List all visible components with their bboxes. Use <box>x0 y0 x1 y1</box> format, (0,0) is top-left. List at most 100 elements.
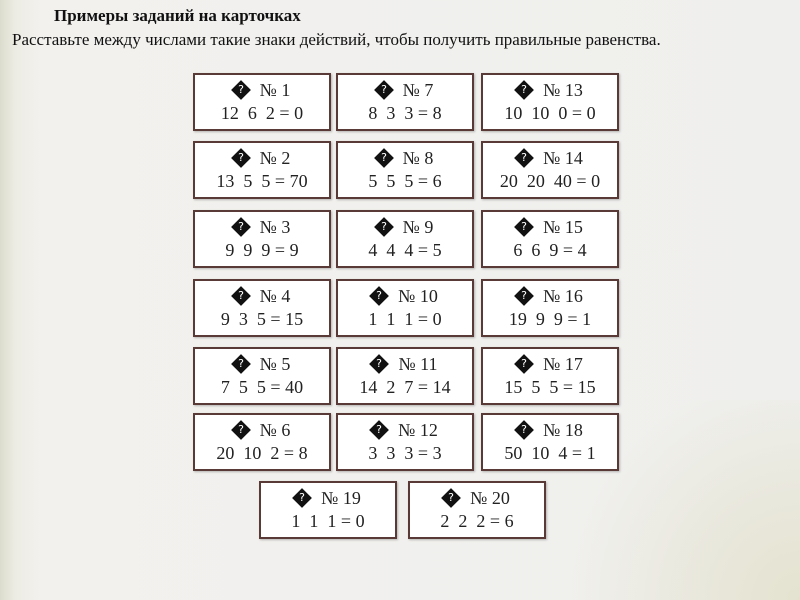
task-card: ? № 15 6 6 9 = 4 <box>481 210 619 268</box>
page-title: Примеры заданий на карточках <box>54 6 301 26</box>
question-mark: ? <box>372 357 386 371</box>
question-mark: ? <box>517 357 531 371</box>
question-diamond-icon: ? <box>231 217 251 237</box>
card-expression: 14 2 7 = 14 <box>359 377 450 397</box>
card-expression: 20 10 2 = 8 <box>216 443 307 463</box>
question-mark: ? <box>377 151 391 165</box>
task-card: ? № 5 7 5 5 = 40 <box>193 347 331 405</box>
question-mark: ? <box>234 151 248 165</box>
question-diamond-icon: ? <box>370 354 390 374</box>
card-number: № 15 <box>543 217 583 237</box>
card-number: № 4 <box>260 286 291 306</box>
question-diamond-icon: ? <box>374 148 394 168</box>
task-card: ? № 4 9 3 5 = 15 <box>193 279 331 337</box>
card-number: № 10 <box>398 286 438 306</box>
question-mark: ? <box>372 289 386 303</box>
card-number: № 9 <box>403 217 434 237</box>
question-diamond-icon: ? <box>514 217 534 237</box>
task-card: ? № 11 14 2 7 = 14 <box>336 347 474 405</box>
card-expression: 15 5 5 = 15 <box>504 377 595 397</box>
question-diamond-icon: ? <box>231 420 251 440</box>
task-card: ? № 18 50 10 4 = 1 <box>481 413 619 471</box>
card-expression: 19 9 9 = 1 <box>509 309 591 329</box>
card-number: № 18 <box>543 420 583 440</box>
task-card: ? № 2 13 5 5 = 70 <box>193 141 331 199</box>
card-number: № 6 <box>260 420 291 440</box>
question-diamond-icon: ? <box>369 420 389 440</box>
card-expression: 1 1 1 = 0 <box>291 511 364 531</box>
task-card: ? № 20 2 2 2 = 6 <box>408 481 546 539</box>
task-card: ? № 3 9 9 9 = 9 <box>193 210 331 268</box>
card-expression: 20 20 40 = 0 <box>500 171 600 191</box>
card-number: № 7 <box>403 80 434 100</box>
question-diamond-icon: ? <box>369 286 389 306</box>
question-diamond-icon: ? <box>374 80 394 100</box>
card-number: № 12 <box>398 420 438 440</box>
card-expression: 4 4 4 = 5 <box>368 240 441 260</box>
instruction-text: Расставьте между числами такие знаки дей… <box>12 30 661 50</box>
card-expression: 2 2 2 = 6 <box>440 511 513 531</box>
card-number: № 13 <box>543 80 583 100</box>
card-number: № 1 <box>260 80 291 100</box>
question-diamond-icon: ? <box>441 488 461 508</box>
task-card: ? № 8 5 5 5 = 6 <box>336 141 474 199</box>
task-card: ? № 6 20 10 2 = 8 <box>193 413 331 471</box>
card-expression: 1 1 1 = 0 <box>368 309 441 329</box>
card-expression: 12 6 2 = 0 <box>221 103 303 123</box>
question-mark: ? <box>295 491 309 505</box>
card-expression: 9 9 9 = 9 <box>225 240 298 260</box>
card-expression: 8 3 3 = 8 <box>368 103 441 123</box>
question-mark: ? <box>234 357 248 371</box>
card-expression: 9 3 5 = 15 <box>221 309 303 329</box>
card-number: № 20 <box>470 488 510 508</box>
question-mark: ? <box>234 289 248 303</box>
question-mark: ? <box>444 491 458 505</box>
task-card: ? № 13 10 10 0 = 0 <box>481 73 619 131</box>
card-expression: 10 10 0 = 0 <box>504 103 595 123</box>
question-mark: ? <box>517 83 531 97</box>
card-expression: 6 6 9 = 4 <box>513 240 586 260</box>
card-number: № 11 <box>398 354 437 374</box>
question-mark: ? <box>517 151 531 165</box>
card-expression: 13 5 5 = 70 <box>216 171 307 191</box>
task-card: ? № 16 19 9 9 = 1 <box>481 279 619 337</box>
question-mark: ? <box>234 220 248 234</box>
card-number: № 19 <box>321 488 361 508</box>
question-mark: ? <box>372 423 386 437</box>
card-number: № 3 <box>260 217 291 237</box>
task-card: ? № 9 4 4 4 = 5 <box>336 210 474 268</box>
question-diamond-icon: ? <box>292 488 312 508</box>
question-mark: ? <box>517 289 531 303</box>
card-number: № 5 <box>260 354 291 374</box>
card-expression: 3 3 3 = 3 <box>368 443 441 463</box>
question-diamond-icon: ? <box>514 148 534 168</box>
card-number: № 14 <box>543 148 583 168</box>
card-number: № 2 <box>260 148 291 168</box>
question-diamond-icon: ? <box>231 286 251 306</box>
card-expression: 50 10 4 = 1 <box>504 443 595 463</box>
card-expression: 5 5 5 = 6 <box>368 171 441 191</box>
question-diamond-icon: ? <box>231 148 251 168</box>
question-diamond-icon: ? <box>514 80 534 100</box>
card-number: № 8 <box>403 148 434 168</box>
question-diamond-icon: ? <box>514 286 534 306</box>
task-card: ? № 7 8 3 3 = 8 <box>336 73 474 131</box>
question-mark: ? <box>377 83 391 97</box>
question-diamond-icon: ? <box>374 217 394 237</box>
task-card: ? № 17 15 5 5 = 15 <box>481 347 619 405</box>
card-number: № 16 <box>543 286 583 306</box>
question-diamond-icon: ? <box>514 354 534 374</box>
question-mark: ? <box>377 220 391 234</box>
card-expression: 7 5 5 = 40 <box>221 377 303 397</box>
question-diamond-icon: ? <box>514 420 534 440</box>
question-mark: ? <box>234 83 248 97</box>
question-mark: ? <box>234 423 248 437</box>
task-card: ? № 19 1 1 1 = 0 <box>259 481 397 539</box>
card-number: № 17 <box>543 354 583 374</box>
question-diamond-icon: ? <box>231 80 251 100</box>
question-mark: ? <box>517 220 531 234</box>
question-mark: ? <box>517 423 531 437</box>
question-diamond-icon: ? <box>231 354 251 374</box>
task-card: ? № 1 12 6 2 = 0 <box>193 73 331 131</box>
task-card: ? № 14 20 20 40 = 0 <box>481 141 619 199</box>
